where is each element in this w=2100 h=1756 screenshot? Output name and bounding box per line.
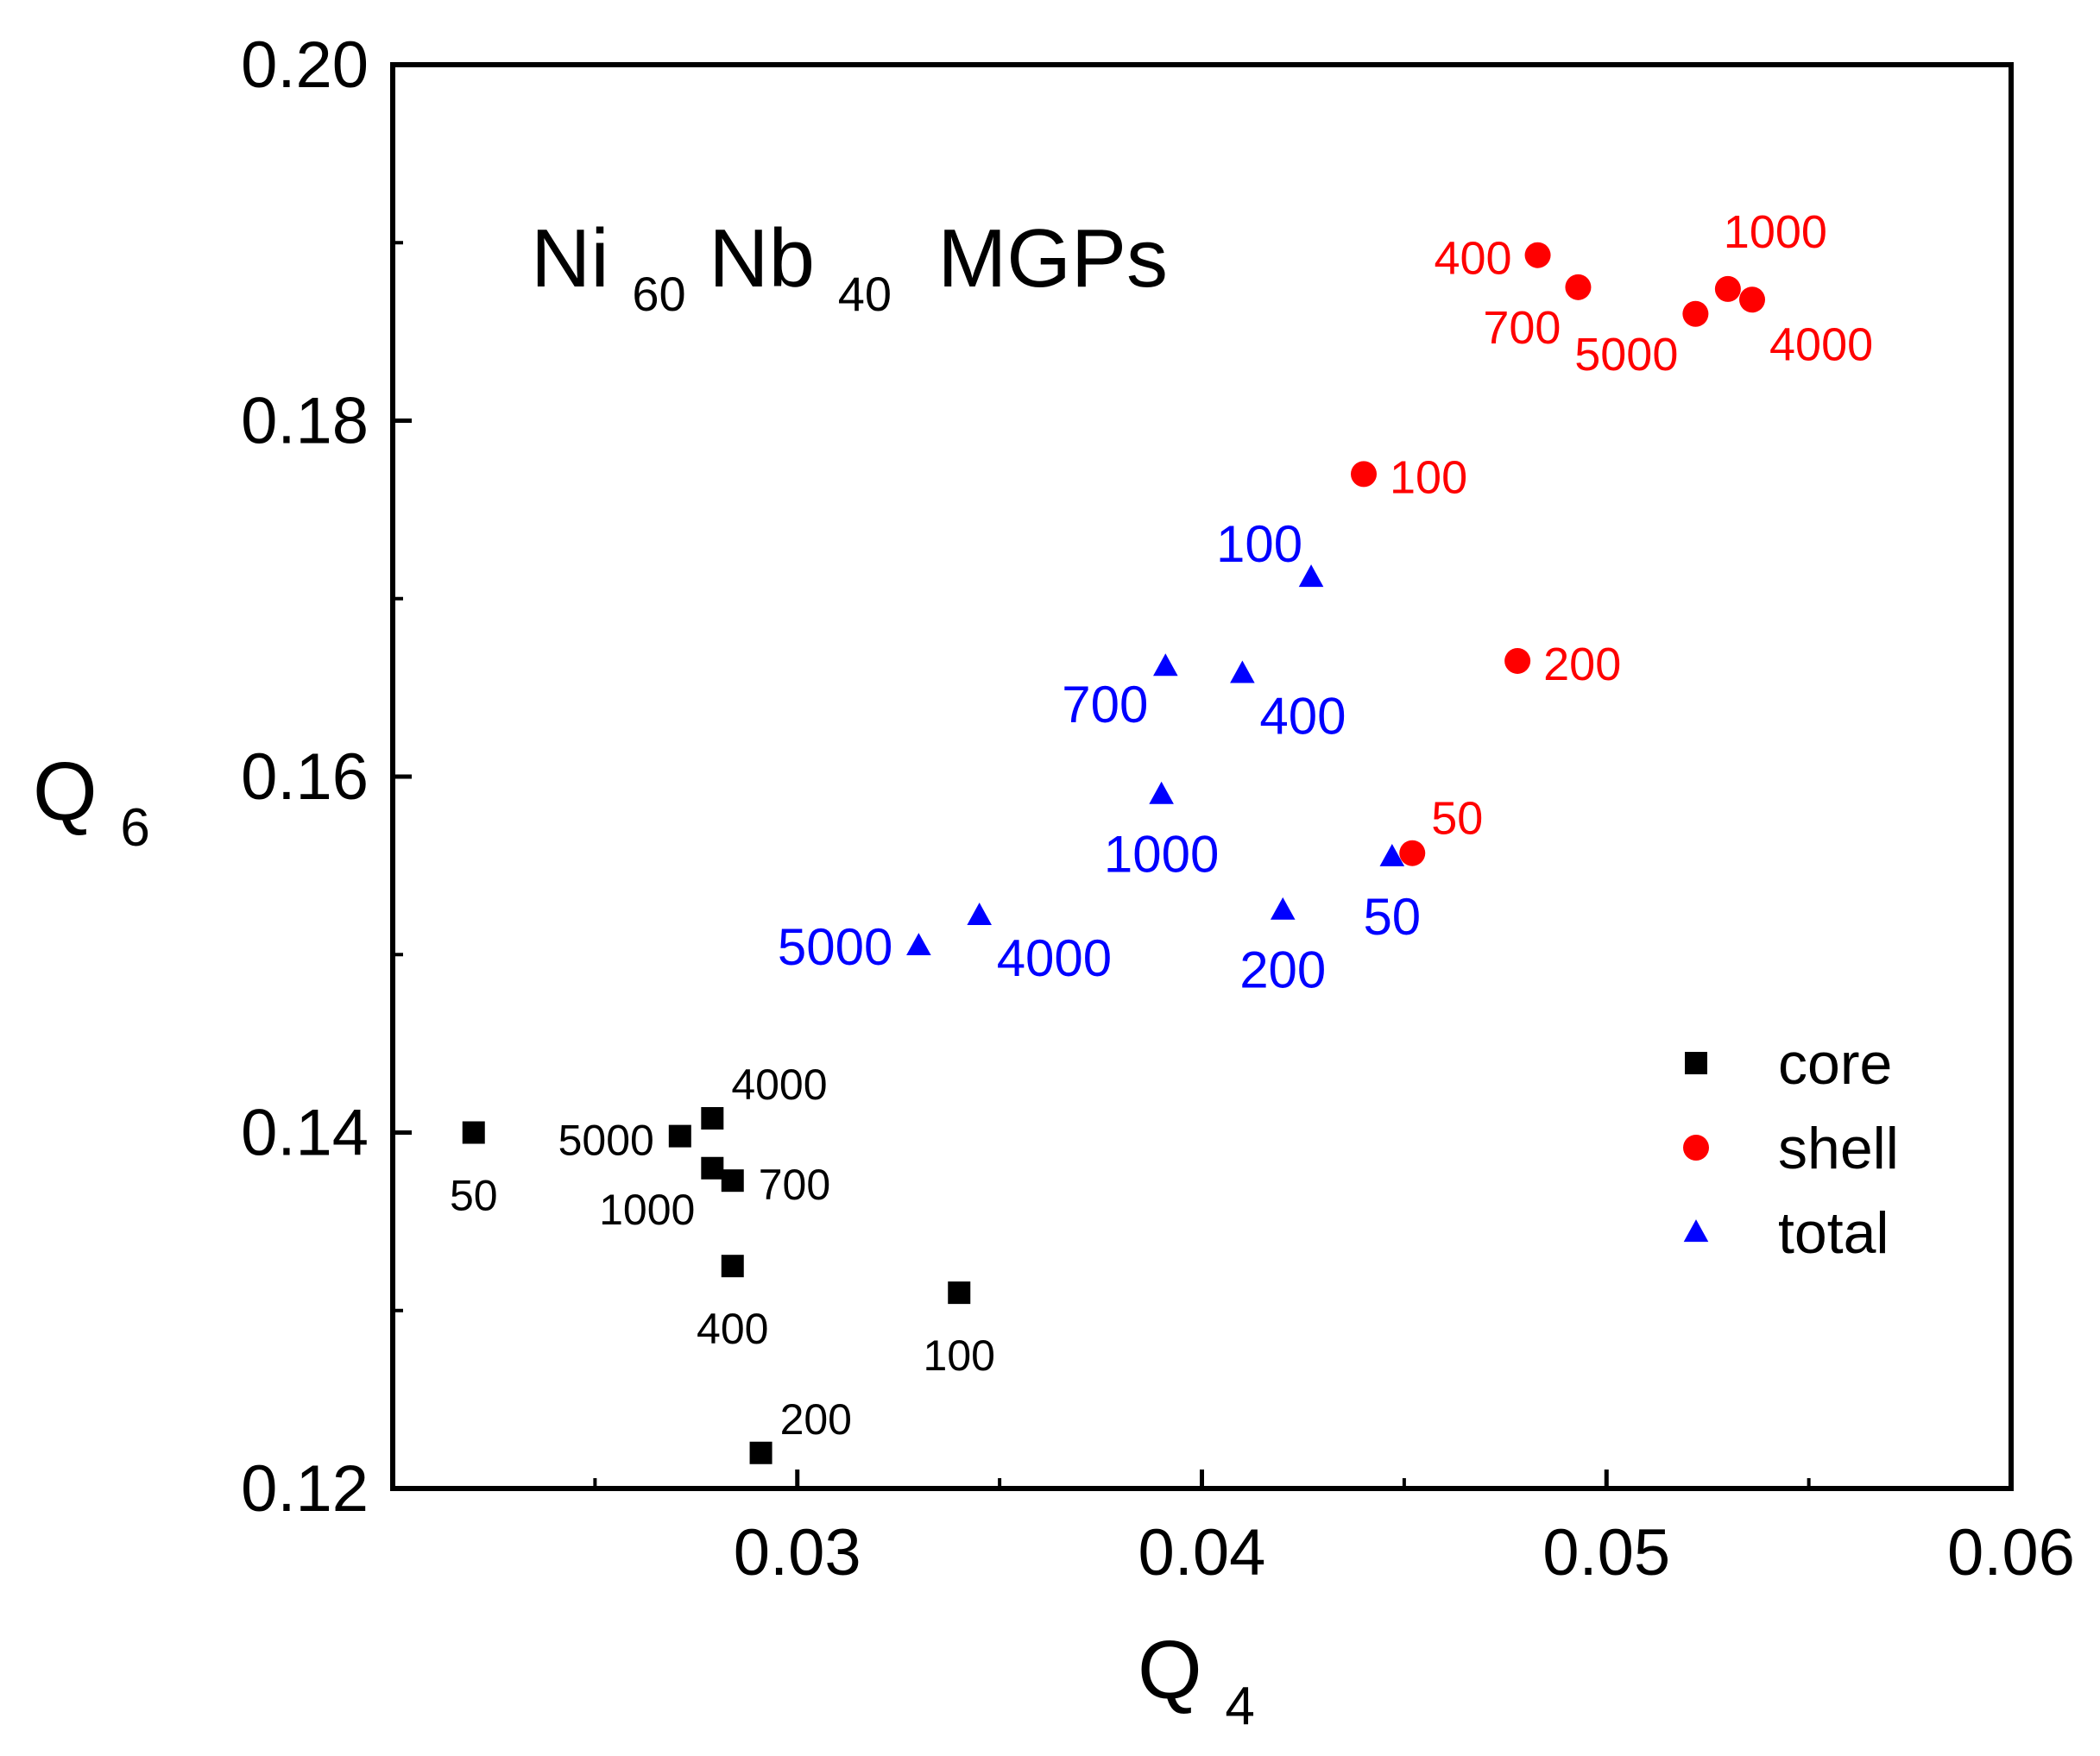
title-sub-60: 60 — [632, 267, 685, 321]
x-tick-label: 0.03 — [734, 1516, 861, 1589]
total-point-label: 700 — [1062, 676, 1148, 733]
legend-marker-core — [1685, 1052, 1707, 1074]
x-axis-title-sub: 4 — [1225, 1677, 1254, 1736]
chart-title: Ni 60 Nb 40 MGPs — [531, 212, 1168, 329]
y-tick-label: 0.18 — [241, 385, 369, 458]
title-nb: Nb — [709, 212, 815, 305]
shell-point — [1565, 274, 1592, 300]
shell-point-label: 5000 — [1574, 329, 1678, 381]
core-point-label: 50 — [450, 1172, 498, 1220]
shell-point — [1399, 840, 1426, 866]
core-point — [721, 1169, 744, 1193]
labels-layer: 5010020040070010004000500050100200400700… — [450, 206, 1873, 1444]
core-point-label: 1000 — [599, 1186, 695, 1234]
legend-marker-shell — [1683, 1135, 1709, 1161]
x-tick-label: 0.06 — [1947, 1516, 2075, 1589]
total-point-label: 4000 — [997, 929, 1112, 987]
core-point — [668, 1124, 691, 1148]
legend-label-core: core — [1778, 1031, 1892, 1097]
x-axis-title-base: Q — [1138, 1624, 1202, 1716]
shell-point-label: 400 — [1434, 233, 1511, 285]
legend-label-total: total — [1778, 1200, 1889, 1266]
shell-point-label: 1000 — [1724, 206, 1827, 258]
core-point — [948, 1281, 971, 1305]
shell-point-label: 700 — [1483, 302, 1561, 354]
total-point — [906, 933, 931, 956]
y-axis-title-base: Q — [33, 746, 98, 838]
axes-layer: 0.03 0.04 0.05 0.06 0.12 0.14 0.16 0.18 0.20 — [241, 28, 2075, 1589]
core-point-label: 100 — [924, 1331, 995, 1380]
shell-point — [1524, 242, 1551, 268]
total-point — [1153, 653, 1178, 677]
total-point-label: 200 — [1239, 941, 1326, 999]
total-point-label: 100 — [1216, 515, 1302, 573]
y-tick-label: 0.12 — [241, 1452, 369, 1526]
legend-label-shell: shell — [1778, 1116, 1899, 1181]
shell-point — [1714, 275, 1741, 302]
shell-point — [1739, 286, 1765, 313]
total-point — [1298, 564, 1324, 588]
y-axis-title: Q 6 — [33, 746, 150, 858]
core-point — [749, 1441, 773, 1464]
y-tick-label: 0.16 — [241, 740, 369, 814]
core-point-label: 200 — [780, 1395, 852, 1444]
title-sub-40: 40 — [838, 267, 892, 321]
total-point-label: 1000 — [1104, 826, 1219, 884]
y-tick-label: 0.14 — [241, 1097, 369, 1170]
points-layer — [462, 242, 1765, 1464]
core-point-label: 4000 — [731, 1061, 827, 1109]
shell-point-label: 200 — [1543, 639, 1621, 690]
shell-point — [1504, 647, 1531, 674]
x-tick-label: 0.04 — [1138, 1516, 1266, 1589]
total-point — [967, 903, 992, 925]
core-point — [701, 1156, 724, 1180]
legend-marker-total — [1683, 1219, 1709, 1243]
core-point — [721, 1255, 744, 1278]
shell-point — [1351, 461, 1377, 488]
x-axis-title: Q 4 — [1138, 1624, 1255, 1736]
title-rest: MGPs — [915, 212, 1168, 305]
total-point — [1149, 781, 1174, 804]
total-point — [1230, 660, 1255, 683]
total-point-label: 5000 — [778, 918, 892, 976]
core-point-label: 5000 — [558, 1117, 654, 1165]
x-tick-label: 0.05 — [1542, 1516, 1670, 1589]
shell-point-label: 4000 — [1769, 318, 1873, 370]
total-point — [1270, 897, 1296, 920]
y-axis-title-sub: 6 — [120, 798, 149, 858]
total-point-label: 50 — [1363, 888, 1421, 946]
total-point-label: 400 — [1259, 687, 1346, 745]
shell-point-label: 50 — [1431, 793, 1483, 845]
y-tick-label: 0.20 — [241, 28, 369, 102]
core-point — [462, 1121, 485, 1144]
title-ni: Ni — [531, 212, 609, 305]
legend: core shell total — [1683, 1031, 1899, 1266]
shell-point-label: 100 — [1390, 451, 1467, 503]
core-point — [701, 1107, 724, 1130]
core-point-label: 400 — [697, 1305, 768, 1353]
shell-point — [1682, 300, 1709, 327]
total-point — [1379, 843, 1405, 866]
core-point-label: 700 — [759, 1161, 830, 1209]
